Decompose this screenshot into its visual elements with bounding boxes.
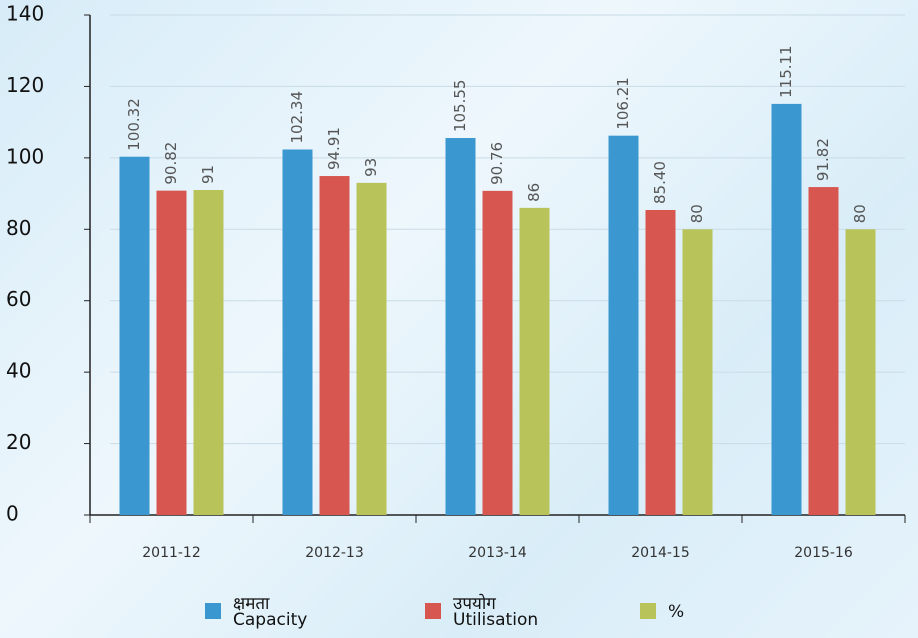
legend-label: उपयोग Utilisation (453, 593, 538, 630)
bar (845, 229, 876, 516)
y-tick-label: 20 (6, 430, 31, 454)
data-label: 90.82 (162, 142, 180, 185)
y-tick-label: 100 (6, 144, 44, 168)
y-tick-label: 140 (6, 2, 44, 26)
y-tick-label: 0 (6, 502, 19, 526)
data-label: 80 (851, 204, 869, 223)
bar (608, 135, 639, 515)
legend-label: क्षमता Capacity (233, 594, 307, 630)
data-label: 86 (525, 183, 543, 202)
data-label: 91 (199, 165, 217, 184)
bar (119, 156, 150, 515)
data-label: 90.76 (488, 142, 506, 185)
data-label: 94.91 (325, 127, 343, 170)
data-label: 100.32 (125, 98, 143, 151)
bar (808, 187, 839, 516)
bar (319, 176, 350, 516)
legend-swatch (640, 603, 656, 619)
data-label: 102.34 (288, 91, 306, 144)
bar (445, 138, 476, 516)
data-label: 85.40 (651, 161, 669, 204)
bar (645, 210, 676, 515)
y-tick-label: 60 (6, 287, 31, 311)
bar (282, 149, 313, 515)
bar (682, 229, 713, 516)
y-tick-label: 40 (6, 359, 31, 383)
data-label: 91.82 (814, 138, 832, 181)
x-tick-label: 2011-12 (142, 545, 201, 561)
data-label: 80 (688, 204, 706, 223)
bar (156, 190, 187, 515)
legend-label: % (668, 602, 684, 622)
bar (519, 207, 550, 515)
x-tick-label: 2015-16 (794, 545, 853, 561)
bar (482, 190, 513, 515)
bar (771, 103, 802, 516)
data-label: 115.11 (777, 45, 795, 98)
x-tick-label: 2014-15 (631, 545, 690, 561)
legend-swatch (205, 603, 221, 619)
y-tick-label: 120 (6, 73, 44, 97)
bar (193, 190, 224, 515)
data-label: 105.55 (451, 80, 469, 133)
data-label: 106.21 (614, 77, 632, 130)
x-tick-label: 2012-13 (305, 545, 364, 561)
y-tick-label: 80 (6, 216, 31, 240)
bar (356, 182, 387, 515)
legend-swatch (425, 603, 441, 619)
data-label: 93 (362, 158, 380, 177)
x-tick-label: 2013-14 (468, 545, 527, 561)
